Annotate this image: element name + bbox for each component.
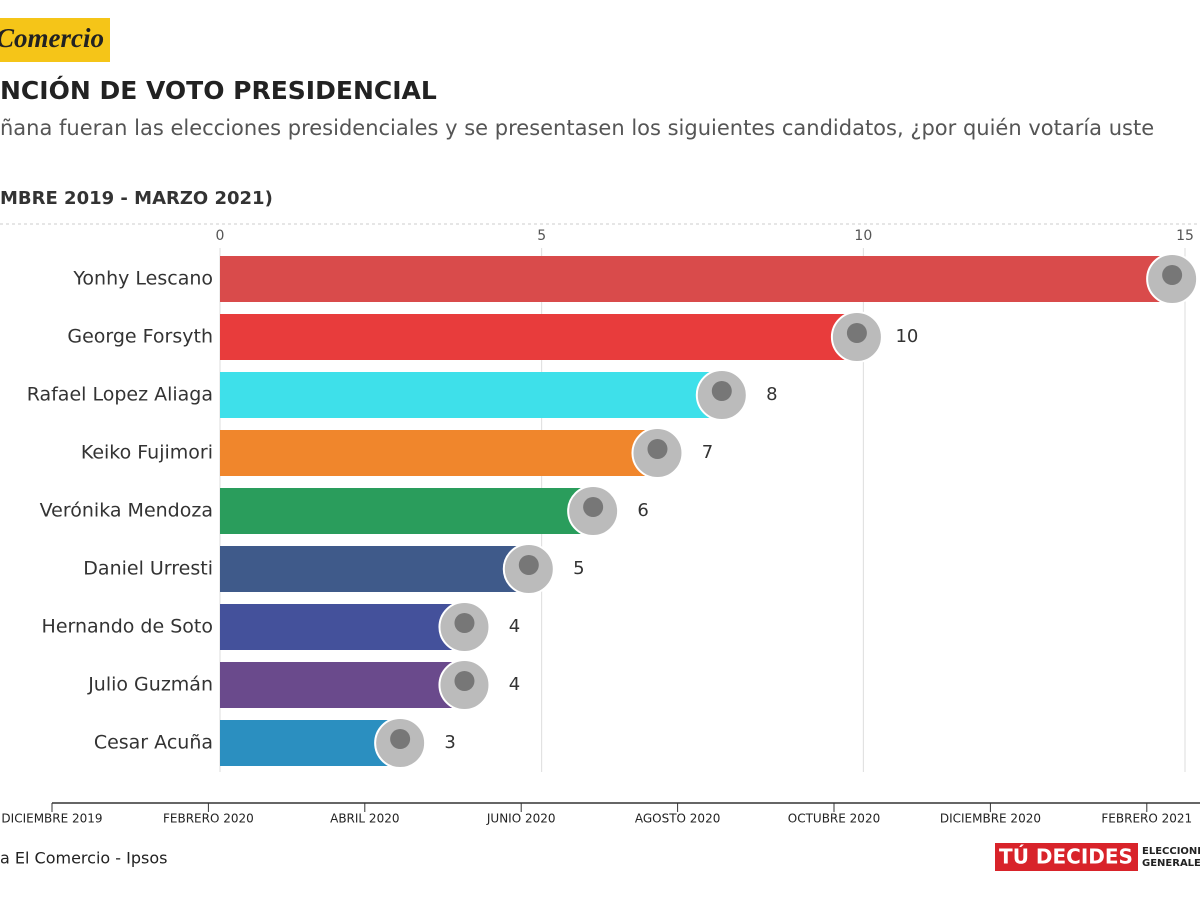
avatar-face <box>518 555 539 575</box>
value-label: 7 <box>702 442 713 463</box>
bar <box>220 720 401 766</box>
badge-sub: GENERALE <box>1142 858 1200 869</box>
timeline-label: FEBRERO 2021 <box>1101 812 1192 826</box>
y-tick-label: Daniel Urresti <box>83 558 213 580</box>
y-tick-label: Hernando de Soto <box>42 616 213 638</box>
avatar-face <box>711 381 732 401</box>
timeline-label: DICIEMBRE 2020 <box>940 812 1041 826</box>
y-tick-label: Rafael Lopez Aliaga <box>27 384 213 406</box>
timeline-label: FEBRERO 2020 <box>163 812 254 826</box>
bar <box>220 488 594 534</box>
value-label: 8 <box>766 384 777 405</box>
x-tick-label: 5 <box>537 228 546 244</box>
chart-title: NCIÓN DE VOTO PRESIDENCIAL <box>0 75 437 105</box>
value-label: 10 <box>895 326 918 347</box>
timeline-label: DICIEMBRE 2019 <box>1 812 102 826</box>
timeline-label: JUNIO 2020 <box>486 812 556 826</box>
y-tick-label: Keiko Fujimori <box>81 442 213 464</box>
y-tick-label: Julio Guzmán <box>87 674 213 696</box>
bar <box>220 314 857 360</box>
avatar-face <box>1162 265 1183 285</box>
bar <box>220 430 658 476</box>
avatar-face <box>390 729 411 749</box>
y-tick-label: Yonhy Lescano <box>72 268 213 290</box>
value-label: 5 <box>573 558 584 579</box>
timeline-label: AGOSTO 2020 <box>635 812 721 826</box>
logo: Comercio <box>0 23 104 53</box>
value-label: 4 <box>509 674 520 695</box>
badge-box <box>995 843 1138 871</box>
x-tick-label: 0 <box>216 228 225 244</box>
bar <box>220 662 465 708</box>
y-tick-label: Verónika Mendoza <box>40 500 213 522</box>
subtitle: ñana fueran las elecciones presidenciale… <box>0 116 1154 140</box>
bar <box>220 604 465 650</box>
avatar-face <box>647 439 668 459</box>
avatar-face <box>583 497 604 517</box>
period: MBRE 2019 - MARZO 2021) <box>0 188 273 209</box>
x-tick-label: 15 <box>1176 228 1194 244</box>
bar <box>220 256 1173 302</box>
x-tick-label: 10 <box>854 228 872 244</box>
badge: TÚ DECIDES <box>999 845 1133 869</box>
avatar-face <box>454 671 475 691</box>
bar <box>220 546 529 592</box>
y-tick-label: George Forsyth <box>67 326 213 348</box>
y-tick-label: Cesar Acuña <box>94 732 213 754</box>
avatar-face <box>846 323 867 343</box>
value-label: 6 <box>637 500 648 521</box>
timeline-label: ABRIL 2020 <box>330 812 399 826</box>
value-label: 4 <box>509 616 520 637</box>
logo-box <box>0 18 110 62</box>
bar <box>220 372 722 418</box>
source: a El Comercio - Ipsos <box>0 849 167 868</box>
avatar-face <box>454 613 475 633</box>
badge-sub: ELECCIONE <box>1142 846 1200 857</box>
timeline-label: OCTUBRE 2020 <box>788 812 880 826</box>
value-label: 3 <box>444 732 455 753</box>
